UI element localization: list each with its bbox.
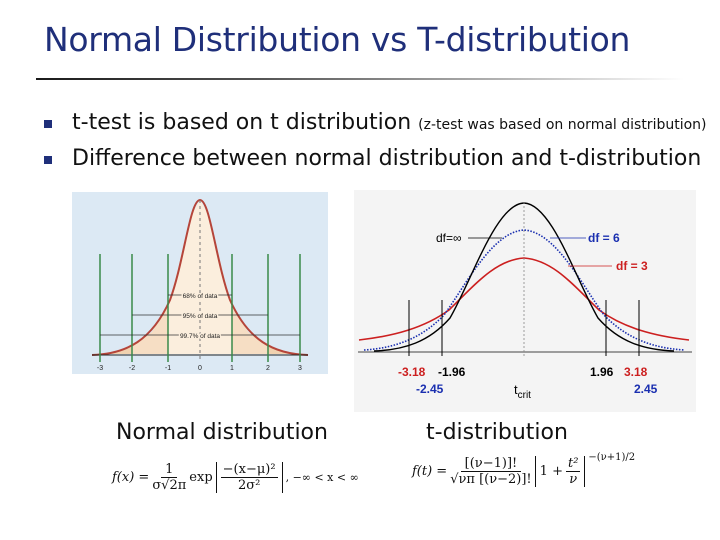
formula-denominator: σ√2π [152,478,187,493]
bullet-text: Difference between normal distribution a… [72,146,702,171]
t-caption: t-distribution [426,420,568,445]
shaded-area-68 [168,200,232,354]
bullet-list: t-test is based on t distribution (z-tes… [44,110,714,182]
tick-label: -2 [129,365,135,372]
sd-lines [99,254,301,362]
formula-numerator: −(x−μ)² [220,462,278,478]
axis-label-tcrit: tcrit [514,382,531,401]
axis-label-crit: crit [518,390,532,401]
t-pdf-formula: f(t) = [(ν−1)]! √νπ [(ν−2)]! 1 + t² ν −(… [412,452,635,487]
crit-label: 2.45 [634,382,658,396]
crit-label: -2.45 [416,382,444,396]
bullet-text: t-test is based on t distribution [72,110,412,135]
formula-exp: exp [189,470,213,485]
tick-label: -3 [97,365,103,372]
legend-df3: df = 3 [616,259,648,273]
page-title: Normal Distribution vs T-distribution [44,20,631,59]
tick-label: 2 [266,365,270,372]
formula-bracket-group: 1 + t² ν [534,456,586,487]
normal-distribution-figure: 68% of data 95% of data 99.7% of data -3… [72,192,328,374]
crit-label: 3.18 [624,365,648,379]
formula-denominator: ν [569,472,578,487]
formula-lhs: f(x) = [112,470,150,485]
annotation-68: 68% of data [183,293,218,300]
range-arrows [100,294,300,336]
tick-label: -1 [165,365,171,372]
formula-fraction: [(ν−1)]! √νπ [(ν−2)]! [450,456,531,487]
crit-label: 1.96 [590,365,614,379]
tick-label: 1 [230,365,234,372]
normal-caption: Normal distribution [116,420,328,445]
formula-denominator: √νπ [(ν−2)]! [450,472,532,487]
normal-pdf-formula: f(x) = 1 σ√2π exp −(x−μ)² 2σ² , −∞ < x <… [112,462,359,493]
tick-label: 0 [198,365,202,372]
legend-df6: df = 6 [588,231,620,245]
bullet-square-icon [44,156,52,164]
formula-fraction: t² ν [565,456,581,487]
formula-fraction: −(x−μ)² 2σ² [220,462,278,493]
axis-label-t: t [514,382,518,397]
bullet-item: t-test is based on t distribution (z-tes… [44,110,714,146]
formula-power: −(ν+1)/2 [588,452,636,463]
bullet-item: Difference between normal distribution a… [44,146,714,182]
annotation-95: 95% of data [183,313,218,320]
bullet-square-icon [44,120,52,128]
formula-numerator: t² [565,456,581,472]
critical-lines [408,300,640,356]
formula-denominator: 2σ² [237,478,261,493]
formula-bracket-group: −(x−μ)² 2σ² [215,462,283,493]
title-divider [36,78,684,80]
formula-numerator: [(ν−1)]! [460,456,522,472]
crit-label: -3.18 [398,365,426,379]
formula-one-plus: 1 + [539,464,563,479]
legend-df-inf: df=∞ [436,231,462,245]
bullet-note: (z-test was based on normal distribution… [418,117,707,133]
formula-lhs: f(t) = [412,464,448,479]
annotation-997: 99.7% of data [180,333,220,340]
tick-label: 3 [298,365,302,372]
t-distribution-figure: df=∞ df = 6 df = 3 -3.18 -1.96 -2.45 1.9… [354,190,696,412]
critical-value-labels: -3.18 -1.96 -2.45 1.96 3.18 2.45 [398,365,658,396]
formula-domain: , −∞ < x < ∞ [285,471,359,484]
crit-label: -1.96 [438,365,466,379]
formula-fraction: 1 σ√2π [152,462,186,493]
formula-numerator: 1 [161,462,178,478]
axis-ticks: -3 -2 -1 0 1 2 3 [97,365,302,372]
